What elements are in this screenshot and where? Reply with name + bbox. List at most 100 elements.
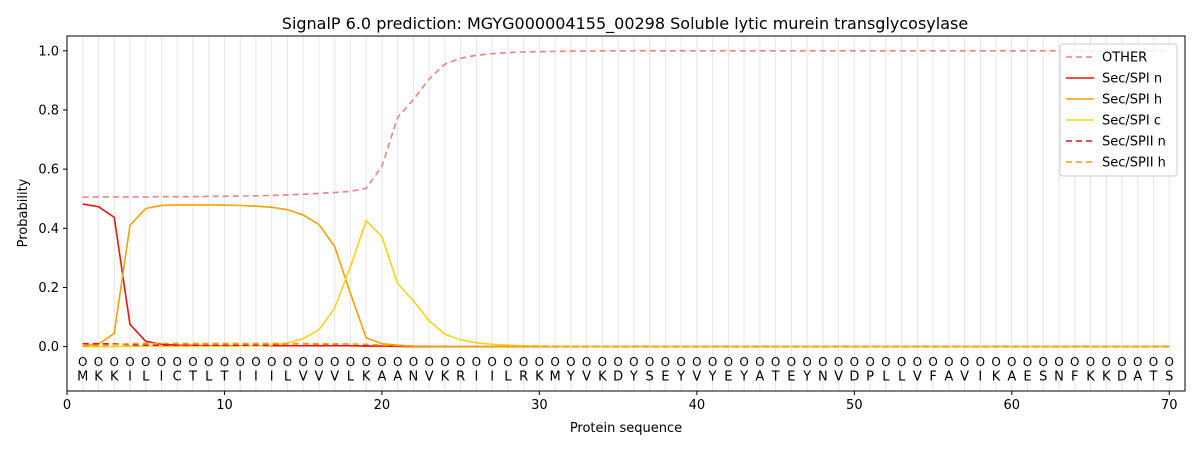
region-label: O xyxy=(771,355,780,369)
residue-label: K xyxy=(1086,370,1095,385)
region-label: O xyxy=(188,355,197,369)
region-label: O xyxy=(661,355,670,369)
residue-label: N xyxy=(1054,370,1064,385)
region-label: O xyxy=(1086,355,1095,369)
residue-label: Y xyxy=(802,370,811,385)
residue-label: I xyxy=(978,370,982,385)
residue-label: S xyxy=(1165,370,1173,385)
residue-label: R xyxy=(519,370,528,385)
residue-label: V xyxy=(834,370,843,385)
region-label: O xyxy=(645,355,654,369)
residue-label: A xyxy=(1007,370,1016,385)
residue-label: A xyxy=(755,370,764,385)
x-tick-label: 0 xyxy=(63,398,71,413)
residue-label: T xyxy=(219,370,228,385)
residue-label: I xyxy=(254,370,258,385)
residue-label: S xyxy=(645,370,653,385)
residue-label: V xyxy=(330,370,339,385)
residue-label: D xyxy=(849,370,859,385)
y-tick-label: 1.0 xyxy=(38,44,59,59)
region-label: O xyxy=(1070,355,1079,369)
residue-label: K xyxy=(1102,370,1111,385)
chart-title: SignalP 6.0 prediction: MGYG000004155_00… xyxy=(282,14,968,34)
series-line-other xyxy=(82,49,1170,199)
residue-label: I xyxy=(490,370,494,385)
residue-label: E xyxy=(724,370,732,385)
region-label: O xyxy=(566,355,575,369)
region-label: O xyxy=(393,355,402,369)
residue-label: N xyxy=(818,370,828,385)
region-label: O xyxy=(1102,355,1111,369)
region-label: O xyxy=(487,355,496,369)
residue-label: K xyxy=(362,370,371,385)
residue-label: R xyxy=(456,370,465,385)
region-label: O xyxy=(960,355,969,369)
region-label: O xyxy=(629,355,638,369)
legend-label: Sec/SPI h xyxy=(1102,93,1162,108)
x-axis-label: Protein sequence xyxy=(570,421,682,436)
region-label: O xyxy=(598,355,607,369)
series-line-sec-spi-n xyxy=(82,203,1170,348)
residue-label: I xyxy=(238,370,242,385)
region-label: O xyxy=(755,355,764,369)
region-label: O xyxy=(330,355,339,369)
region-label: O xyxy=(1007,355,1016,369)
residue-label: V xyxy=(299,370,308,385)
residue-label: K xyxy=(94,370,103,385)
region-label: O xyxy=(235,355,244,369)
region-label: O xyxy=(1165,355,1174,369)
region-label: O xyxy=(78,355,87,369)
region-label: O xyxy=(535,355,544,369)
region-label: O xyxy=(613,355,622,369)
y-tick-label: 0.2 xyxy=(38,281,59,296)
grid-lines xyxy=(82,36,1170,391)
region-label: O xyxy=(1039,355,1048,369)
plot-frame xyxy=(66,35,1186,392)
region-label: O xyxy=(897,355,906,369)
x-tick-label: 40 xyxy=(689,398,706,413)
residue-label: K xyxy=(535,370,544,385)
region-label: O xyxy=(1133,355,1142,369)
region-label: O xyxy=(361,355,370,369)
region-label: O xyxy=(1117,355,1126,369)
region-label: O xyxy=(220,355,229,369)
region-label: O xyxy=(456,355,465,369)
residue-label: I xyxy=(270,370,274,385)
legend-label: OTHER xyxy=(1102,51,1147,66)
legend-label: Sec/SPII h xyxy=(1102,156,1166,171)
y-tick-label: 0.0 xyxy=(38,340,59,355)
region-label: O xyxy=(818,355,827,369)
residue-label: A xyxy=(944,370,953,385)
residue-label: K xyxy=(110,370,119,385)
region-label: O xyxy=(298,355,307,369)
region-label: O xyxy=(125,355,134,369)
region-label: O xyxy=(1149,355,1158,369)
series-line-sec-spii-h xyxy=(82,342,1170,348)
x-tick-label: 10 xyxy=(216,398,233,413)
region-label: O xyxy=(676,355,685,369)
region-label: O xyxy=(346,355,355,369)
region-label: O xyxy=(424,355,433,369)
sequence-track: OMOKOKOIOLOIOCOTOLOTOIOIOIOLOVOVOVOLOKOA… xyxy=(77,355,1174,385)
residue-label: L xyxy=(142,370,150,385)
residue-label: L xyxy=(504,370,512,385)
residue-label: D xyxy=(1117,370,1127,385)
residue-label: M xyxy=(77,370,88,385)
residue-label: T xyxy=(771,370,780,385)
residue-label: Y xyxy=(676,370,685,385)
residue-label: S xyxy=(1039,370,1047,385)
region-label: O xyxy=(519,355,528,369)
residue-label: K xyxy=(992,370,1001,385)
legend-label: Sec/SPII n xyxy=(1102,135,1166,150)
legend-box xyxy=(1059,43,1178,177)
x-tick-label: 70 xyxy=(1161,398,1178,413)
region-label: O xyxy=(377,355,386,369)
y-tick-label: 0.6 xyxy=(38,163,59,178)
legend-label: Sec/SPI c xyxy=(1102,114,1161,129)
residue-label: F xyxy=(929,370,936,385)
residue-label: A xyxy=(377,370,386,385)
residue-label: L xyxy=(347,370,355,385)
residue-label: V xyxy=(582,370,591,385)
region-label: O xyxy=(865,355,874,369)
residue-label: Y xyxy=(708,370,717,385)
